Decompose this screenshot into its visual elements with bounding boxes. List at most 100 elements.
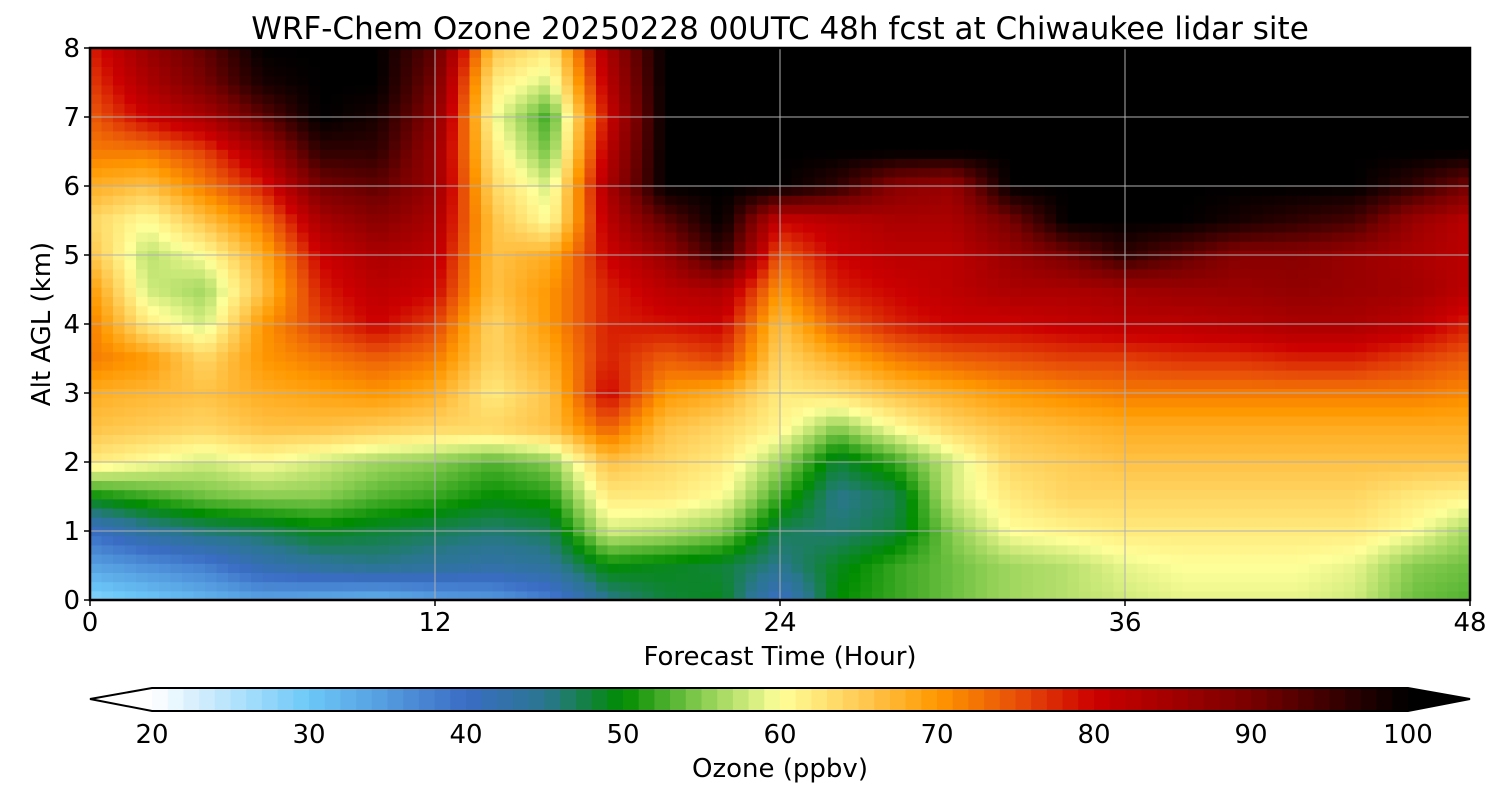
heatmap-cell (205, 370, 218, 380)
heatmap-cell (952, 75, 965, 86)
heatmap-cell (653, 195, 666, 205)
heatmap-cell (745, 360, 758, 371)
heatmap-cell (193, 342, 206, 353)
heatmap-cell (124, 416, 137, 426)
heatmap-cell (780, 94, 793, 104)
heatmap-cell (262, 572, 275, 583)
heatmap-cell (619, 324, 632, 334)
heatmap-cell (941, 278, 954, 288)
heatmap-cell (412, 360, 425, 371)
heatmap-cell (573, 296, 586, 307)
heatmap-cell (550, 186, 563, 196)
heatmap-cell (826, 66, 839, 77)
heatmap-cell (389, 195, 402, 205)
heatmap-cell (941, 75, 954, 86)
heatmap-cell (722, 370, 735, 380)
heatmap-cell (745, 581, 758, 592)
heatmap-cell (941, 581, 954, 592)
heatmap-cell (527, 544, 540, 555)
heatmap-cell (492, 498, 505, 509)
heatmap-cell (412, 379, 425, 389)
heatmap-cell (527, 590, 540, 601)
heatmap-cell (182, 232, 195, 242)
heatmap-cell (849, 241, 862, 251)
heatmap-cell (561, 333, 574, 343)
heatmap-cell (412, 57, 425, 67)
heatmap-cell (837, 434, 850, 445)
heatmap-cell (228, 94, 241, 104)
heatmap-cell (331, 48, 344, 58)
heatmap-cell (320, 305, 333, 316)
heatmap-cell (596, 425, 609, 435)
heatmap-cell (642, 452, 655, 463)
heatmap-cell (676, 48, 689, 58)
heatmap-cell (676, 397, 689, 408)
heatmap-cell (987, 554, 1000, 564)
heatmap-cell (791, 222, 804, 233)
heatmap-cell (803, 232, 816, 242)
heatmap-cell (285, 324, 298, 334)
heatmap-cell (573, 314, 586, 325)
heatmap-cell (745, 204, 758, 215)
heatmap-cell (412, 158, 425, 169)
heatmap-cell (607, 57, 620, 67)
heatmap-cell (952, 489, 965, 500)
heatmap-cell (400, 462, 413, 472)
heatmap-cell (630, 535, 643, 546)
heatmap-cell (607, 314, 620, 325)
heatmap-cell (550, 149, 563, 159)
heatmap-cell (561, 259, 574, 270)
heatmap-cell (676, 222, 689, 233)
heatmap-cell (826, 94, 839, 104)
heatmap-cell (412, 167, 425, 178)
heatmap-cell (929, 259, 942, 270)
heatmap-cell (101, 544, 114, 555)
heatmap-cell (515, 167, 528, 178)
heatmap-cell (297, 195, 310, 205)
heatmap-cell (550, 222, 563, 233)
heatmap-cell (941, 149, 954, 159)
heatmap-cell (136, 213, 149, 224)
heatmap-cell (757, 259, 770, 270)
heatmap-cell (1010, 425, 1023, 435)
heatmap-cell (147, 535, 160, 546)
heatmap-cell (860, 305, 873, 316)
heatmap-cell (584, 462, 597, 472)
heatmap-cell (216, 572, 229, 583)
heatmap-cell (182, 158, 195, 169)
heatmap-cell (136, 241, 149, 251)
heatmap-cell (722, 167, 735, 178)
heatmap-cell (90, 590, 103, 601)
heatmap-cell (504, 130, 517, 141)
heatmap-cell (435, 406, 448, 417)
heatmap-cell (262, 416, 275, 426)
heatmap-cell (170, 94, 183, 104)
heatmap-cell (274, 149, 287, 159)
heatmap-cell (320, 195, 333, 205)
heatmap-cell (998, 241, 1011, 251)
heatmap-cell (343, 195, 356, 205)
heatmap-cell (642, 406, 655, 417)
heatmap-cell (435, 305, 448, 316)
heatmap-cell (987, 397, 1000, 408)
heatmap-cell (400, 57, 413, 67)
heatmap-cell (630, 48, 643, 58)
heatmap-cell (883, 84, 896, 95)
heatmap-cell (722, 278, 735, 288)
heatmap-cell (987, 333, 1000, 343)
heatmap-cell (101, 57, 114, 67)
heatmap-cell (297, 397, 310, 408)
heatmap-cell (837, 351, 850, 362)
heatmap-cell (849, 471, 862, 481)
heatmap-cell (481, 462, 494, 472)
heatmap-cell (803, 480, 816, 491)
heatmap-cell (113, 103, 126, 113)
heatmap-cell (998, 471, 1011, 481)
heatmap-cell (757, 406, 770, 417)
heatmap-cell (297, 268, 310, 279)
heatmap-cell (297, 158, 310, 169)
heatmap-cell (354, 471, 367, 481)
heatmap-cell (596, 508, 609, 518)
heatmap-cell (159, 66, 172, 77)
heatmap-cell (481, 379, 494, 389)
